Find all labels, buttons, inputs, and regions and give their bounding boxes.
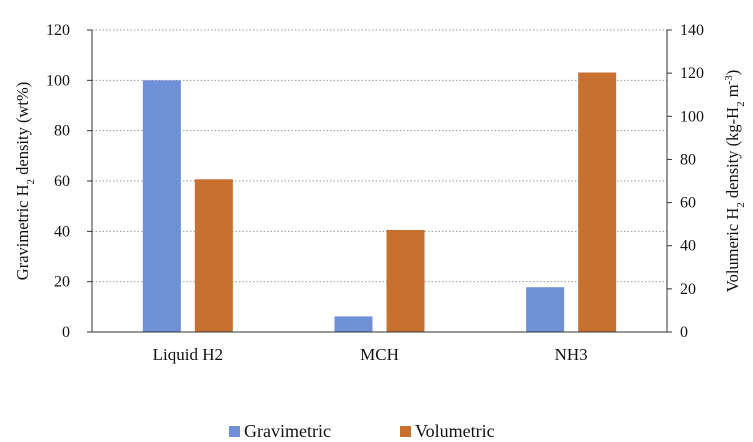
right-tick-label: 60 bbox=[680, 195, 696, 212]
left-tick-label: 20 bbox=[54, 274, 70, 291]
category-label: NH3 bbox=[555, 345, 588, 364]
bar-volumetric-liquid-h2 bbox=[194, 179, 233, 332]
legend: Gravimetric Volumetric bbox=[229, 421, 495, 441]
left-tick-labels: 0 20 40 60 80 100 120 bbox=[46, 22, 92, 341]
bar-gravimetric-nh3 bbox=[526, 287, 565, 332]
right-axis-title: Volumeric H2 density (kg-H2 m-3) bbox=[723, 70, 747, 292]
legend-label-volumetric: Volumetric bbox=[415, 421, 495, 441]
bar-volumetric-mch bbox=[386, 229, 425, 332]
category-label: Liquid H2 bbox=[153, 345, 223, 364]
category-label: MCH bbox=[360, 345, 399, 364]
left-axis-title: Gravimetric H2 density (wt%) bbox=[13, 82, 37, 280]
left-tick-label: 100 bbox=[46, 72, 70, 89]
bar-gravimetric-mch bbox=[334, 316, 373, 332]
bar-volumetric-nh3 bbox=[578, 72, 617, 332]
right-tick-label: 100 bbox=[680, 108, 704, 125]
category-labels: Liquid H2 MCH NH3 bbox=[153, 345, 588, 364]
right-tick-label: 120 bbox=[680, 65, 704, 82]
legend-swatch-gravimetric bbox=[229, 426, 240, 437]
right-tick-label: 20 bbox=[680, 281, 696, 298]
bars bbox=[142, 72, 617, 332]
bar-gravimetric-liquid-h2 bbox=[142, 80, 181, 332]
right-tick-labels: 0 20 40 60 80 100 120 140 bbox=[667, 22, 704, 341]
legend-label-gravimetric: Gravimetric bbox=[244, 421, 331, 441]
left-tick-label: 0 bbox=[62, 324, 70, 341]
left-tick-label: 120 bbox=[46, 22, 70, 39]
left-tick-label: 60 bbox=[54, 173, 70, 190]
right-tick-label: 80 bbox=[680, 151, 696, 168]
right-tick-label: 40 bbox=[680, 238, 696, 255]
left-tick-label: 80 bbox=[54, 123, 70, 140]
legend-swatch-volumetric bbox=[400, 426, 411, 437]
grid-lines bbox=[92, 29, 667, 283]
right-tick-label: 140 bbox=[680, 22, 704, 39]
left-tick-label: 40 bbox=[54, 223, 70, 240]
right-tick-label: 0 bbox=[680, 324, 688, 341]
